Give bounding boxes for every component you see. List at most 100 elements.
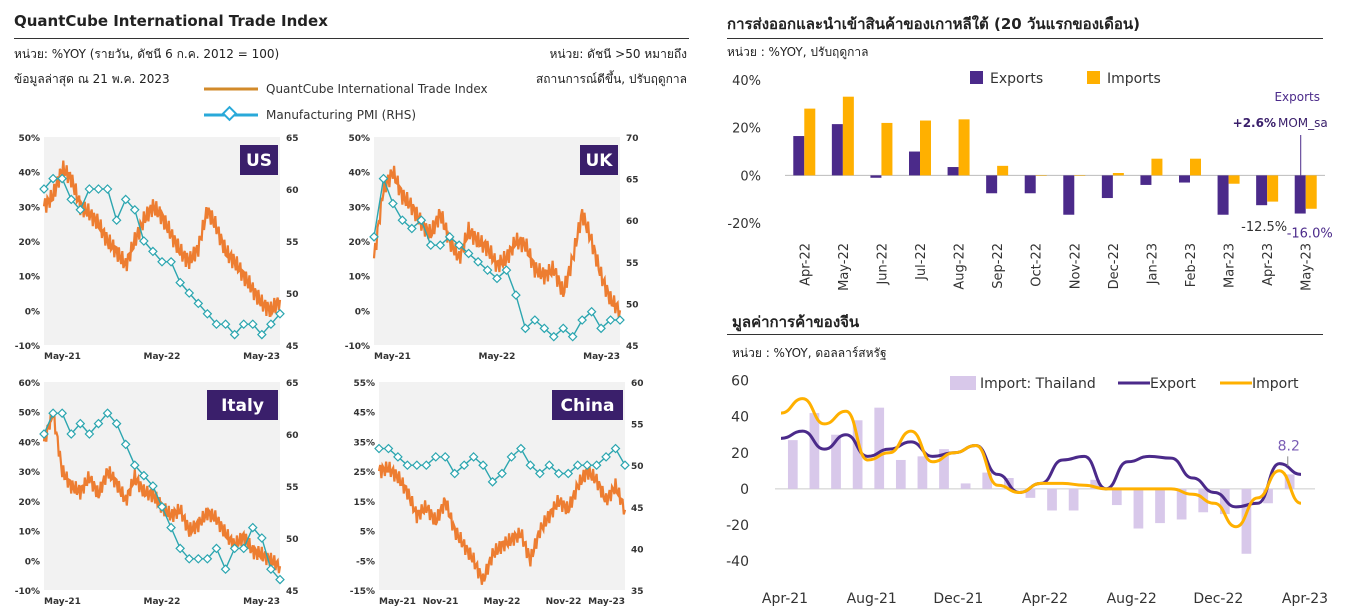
y-left-tick: 0% [25,307,40,317]
legend-index-label: QuantCube International Trade Index [266,82,488,96]
bar-import-thailand [960,483,971,489]
bar-imports [804,108,816,176]
pmi-point [57,173,68,184]
pmi-point [229,329,240,340]
korea-unit-note: หน่วย : %YOY, ปรับฤดูกาล [727,45,869,59]
pmi-point [220,319,231,330]
legend-export-label: Export [1150,376,1196,392]
y-right-tick: 55 [626,259,639,269]
annotation-last-value: 8.2 [1278,438,1300,454]
pmi-point [256,533,267,543]
pmi-point [444,231,455,242]
bar-imports [842,96,854,176]
pmi-point [378,173,389,184]
bar-import-thailand [1111,488,1122,506]
pmi-point [57,408,68,419]
bar-exports [1294,175,1306,214]
bar-imports [1112,173,1124,176]
pmi-point [567,331,578,342]
pmi-point [138,236,149,246]
y-left-tick: 30% [348,203,370,213]
country-label-box [552,390,623,420]
bar-exports [947,167,959,176]
korea-trade-chart: 40% 20% 0% -20% Apr-22 May-22 Jun-22 Jul-22 Aug-… [727,71,1333,291]
pmi-point [157,501,167,512]
pmi-point [48,408,58,419]
bar-imports [1151,158,1163,176]
x-tick: Nov-21 [423,597,459,607]
bar-exports [1256,175,1268,206]
y-left-tick: 15% [353,498,375,508]
pmi-point [129,204,140,215]
y-left-tick: -10% [15,587,40,597]
bar-import-thailand [917,456,928,489]
bar-imports [1267,175,1279,202]
x-tick: Nov-22 [546,597,582,607]
pmi-point [591,460,602,471]
y-right-tick: 60 [286,186,299,196]
legend-exports-label: Exports [990,71,1043,87]
bar-imports [1074,175,1086,176]
pmi-point [596,323,606,334]
pmi-point [553,468,564,479]
pmi-point [454,240,465,251]
pmi-point [430,452,441,462]
pmi-point [120,194,131,205]
pmi-point [238,319,249,330]
y-right-tick: 65 [286,379,299,389]
y-left-tick: 40% [18,438,40,448]
x-tick: May-21 [44,597,81,607]
pmi-point [229,543,240,554]
pmi-point [84,429,95,439]
y-left-tick: 20% [348,238,370,248]
y-tick: -20% [727,217,761,232]
pmi-point [501,265,512,275]
y-left-tick: 40% [18,169,40,179]
italy-chart: 60% 50% 40% 30% 20% 10% 0% -10% 65 60 55 50 45 May-21… [15,379,299,607]
pmi-point [138,470,149,481]
x-tick: Feb-23 [1184,243,1199,287]
x-tick: Apr-23 [1261,243,1276,286]
pmi-point [411,460,422,471]
pmi-point [425,240,436,251]
bar-import-thailand [1090,479,1101,489]
annotation-apr: -12.5% [1241,220,1287,235]
pmi-point [111,215,122,226]
y-right-tick: 70 [626,134,639,144]
y-left-tick: 10% [18,528,40,538]
bar-exports [1217,175,1229,215]
pmi-point [211,543,222,554]
pmi-point [435,240,446,251]
y-left-tick: 35% [353,438,375,448]
china-trade-title: มูลค่าการค้าของจีน [732,313,860,331]
bar-imports [997,165,1009,176]
y-right-tick: 50 [631,462,644,472]
y-right-tick: 60 [631,379,644,389]
y-right-tick: 60 [286,431,299,441]
pmi-point [516,443,526,454]
y-tick: -20 [726,518,749,534]
x-tick: May-23 [243,597,280,607]
pmi-point [93,418,104,429]
pmi-point [184,288,195,298]
pmi-point [586,306,597,317]
pmi-point [525,460,536,471]
bar-imports [881,122,893,176]
pmi-point [175,543,186,554]
x-tick: Dec-22 [1107,243,1122,289]
pmi-point [402,460,413,471]
pmi-point [266,319,276,330]
x-tick: Apr-22 [798,243,813,286]
annotation-may: -16.0% [1287,227,1333,242]
bar-exports [1063,175,1075,215]
y-right-tick: 65 [626,176,639,186]
pmi-point [238,543,249,554]
pmi-point [374,443,384,454]
pmi-point [39,429,49,439]
legend-import-thailand-label: Import: Thailand [980,376,1096,392]
bar-import-thailand [1263,488,1273,504]
left-legend: QuantCube International Trade Index Manu… [204,82,488,122]
y-left-tick: 30% [18,203,40,213]
pmi-point [75,204,86,215]
legend-imports-swatch [1087,71,1100,84]
